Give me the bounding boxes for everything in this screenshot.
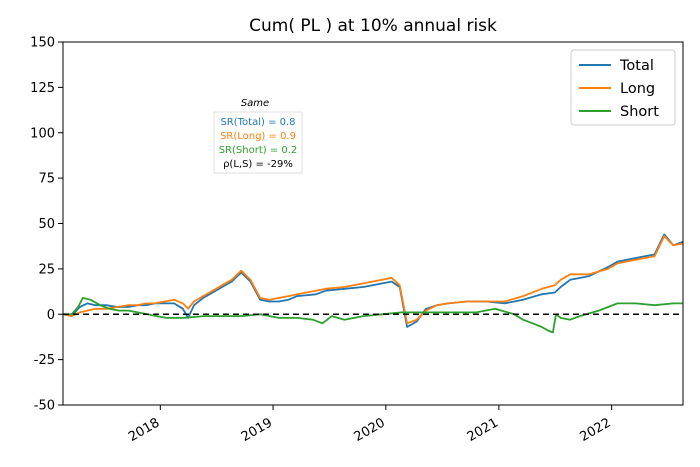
x-tick-label: 2022 — [577, 415, 613, 445]
x-tick-label: 2021 — [465, 415, 501, 445]
y-tick-label: 100 — [30, 126, 55, 141]
y-tick-label: 75 — [38, 172, 55, 187]
annotation-correlation: ρ(L,S) = -29% — [223, 159, 293, 170]
chart-title: Cum( PL ) at 10% annual risk — [249, 16, 497, 36]
x-tick-label: 2019 — [239, 415, 275, 445]
series-line-short — [63, 296, 683, 334]
series-line-long — [62, 235, 684, 325]
y-tick-label: 50 — [38, 217, 55, 232]
legend-label-short: Short — [620, 104, 659, 120]
y-tick-label: -25 — [34, 353, 55, 368]
annotation-box — [213, 111, 303, 174]
legend-label-total: Total — [619, 58, 654, 74]
legend-box — [570, 49, 676, 126]
series-layer — [62, 233, 684, 334]
legend: Total Long Short — [570, 49, 676, 126]
y-tick-label: 0 — [47, 308, 55, 323]
annotation-sr-short: SR(Short) = 0.2 — [219, 145, 298, 156]
annotation-title: Same — [241, 98, 269, 109]
sharpe-annotation: Same SR(Total) = 0.8 SR(Long) = 0.9 SR(S… — [213, 98, 303, 174]
y-tick-label: -50 — [34, 399, 55, 414]
series-line-total — [62, 233, 684, 328]
annotation-sr-long: SR(Long) = 0.9 — [220, 131, 296, 142]
y-tick-label: 25 — [38, 262, 55, 277]
y-tick-label: 125 — [30, 81, 55, 96]
annotation-sr-total: SR(Total) = 0.8 — [220, 117, 295, 128]
x-tick-label: 2018 — [126, 415, 162, 445]
axes-layer: 150 125 100 75 50 25 0 -25 -50 2018 2019 2020 2021 20… — [30, 36, 613, 446]
x-tick-label: 2020 — [352, 415, 388, 445]
legend-label-long: Long — [620, 81, 655, 97]
y-tick-label: 150 — [30, 36, 55, 51]
